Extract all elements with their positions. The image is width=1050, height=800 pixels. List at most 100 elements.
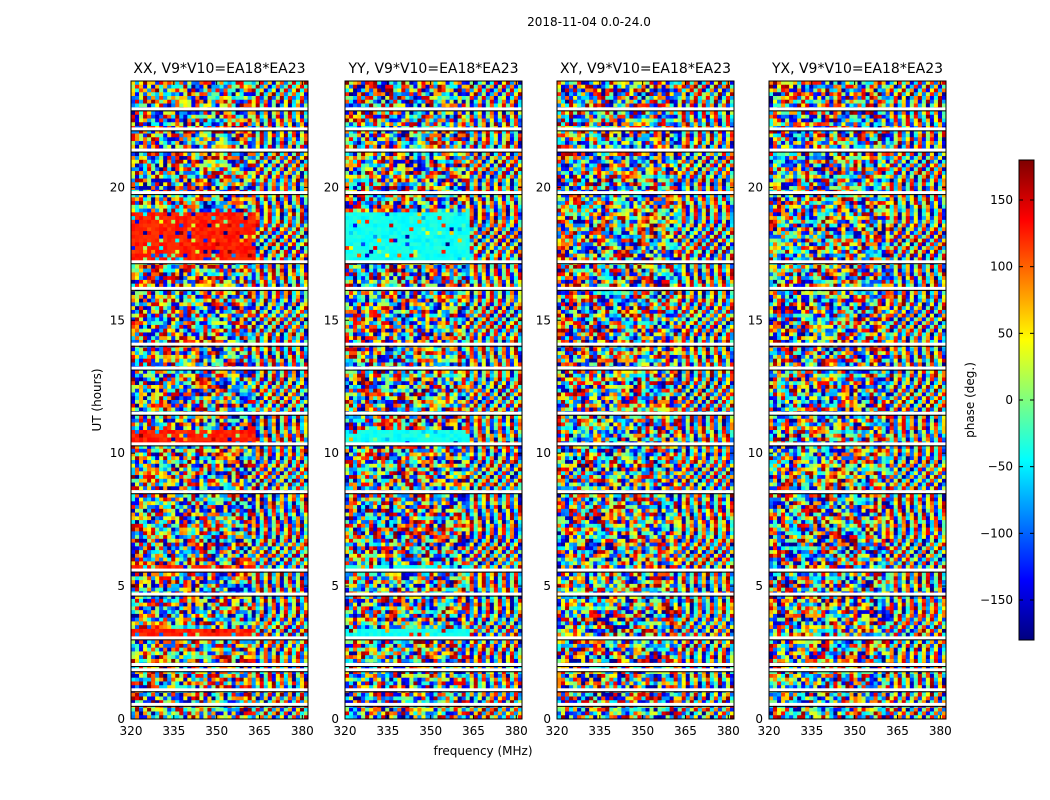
heatmap-cell: [283, 407, 289, 412]
heatmap-cell: [219, 347, 224, 352]
heatmap-cell: [199, 306, 204, 311]
heatmap-cell: [183, 201, 188, 206]
heatmap-cell: [219, 81, 224, 86]
heatmap-cell: [171, 279, 176, 285]
heatmap-cell: [183, 178, 188, 183]
heatmap-cell: [235, 306, 241, 311]
heatmap-cell: [183, 396, 188, 401]
heatmap-cell: [167, 197, 172, 202]
heatmap-cell: [267, 369, 273, 375]
heatmap-cell: [219, 111, 224, 116]
heatmap-cell: [187, 242, 192, 247]
heatmap-cell: [247, 238, 253, 243]
heatmap-cell: [135, 388, 140, 393]
heatmap-cell: [147, 257, 152, 262]
heatmap-cell: [191, 298, 196, 303]
heatmap-cell: [271, 171, 277, 176]
heatmap-cell: [247, 118, 253, 123]
heatmap-cell: [183, 422, 188, 427]
heatmap-cell: [283, 272, 289, 277]
heatmap-cell: [159, 324, 164, 330]
heatmap-cell: [227, 141, 232, 146]
heatmap-cell: [299, 354, 305, 360]
heatmap-cell: [163, 501, 168, 506]
heatmap-cell: [247, 197, 253, 202]
heatmap-cell: [299, 482, 305, 487]
heatmap-cell: [139, 445, 144, 450]
heatmap-cell: [255, 212, 261, 217]
heatmap-cell: [223, 201, 228, 206]
heatmap-cell: [179, 362, 184, 367]
heatmap-cell: [303, 471, 309, 476]
heatmap-cell: [191, 422, 196, 427]
heatmap-cell: [239, 362, 245, 367]
heatmap-cell: [163, 234, 168, 240]
heatmap-cell: [131, 294, 136, 300]
heatmap-cell: [195, 291, 200, 296]
heatmap-cell: [151, 156, 156, 161]
heatmap-cell: [155, 339, 160, 345]
heatmap-cell: [195, 156, 200, 161]
heatmap-cell: [195, 212, 200, 217]
heatmap-cell: [235, 456, 241, 461]
heatmap-cell: [263, 84, 269, 89]
heatmap-cell: [135, 328, 140, 333]
heatmap-cell: [303, 81, 309, 86]
heatmap-cell: [171, 99, 176, 104]
heatmap-cell: [295, 174, 301, 179]
heatmap-cell: [275, 174, 281, 179]
heatmap-cell: [195, 392, 200, 397]
heatmap-cell: [207, 384, 212, 390]
heatmap-cell: [183, 223, 188, 228]
heatmap-cell: [291, 242, 297, 247]
heatmap-cell: [303, 306, 309, 311]
heatmap-cell: [171, 186, 176, 191]
heatmap-cell: [239, 501, 245, 506]
heatmap-cell: [231, 324, 236, 330]
heatmap-cell: [303, 114, 309, 119]
heatmap-cell: [267, 482, 273, 487]
heatmap-cell: [183, 313, 188, 318]
heatmap-cell: [295, 445, 301, 450]
heatmap-cell: [211, 178, 216, 183]
heatmap-cell: [239, 268, 245, 273]
heatmap-cell: [215, 219, 220, 225]
heatmap-cell: [207, 212, 212, 217]
heatmap-cell: [239, 437, 245, 442]
heatmap-cell: [219, 452, 224, 457]
heatmap-cell: [219, 283, 224, 288]
heatmap-cell: [243, 92, 249, 97]
heatmap-cell: [215, 186, 220, 191]
heatmap-cell: [215, 242, 220, 247]
heatmap-cell: [299, 227, 305, 232]
heatmap-cell: [295, 264, 301, 270]
heatmap-cell: [195, 231, 200, 236]
heatmap-cell: [251, 448, 257, 453]
heatmap-cell: [263, 448, 269, 453]
heatmap-cell: [191, 332, 196, 337]
heatmap-cell: [259, 388, 265, 393]
heatmap-cell: [255, 430, 261, 435]
heatmap-cell: [163, 460, 168, 465]
heatmap-cell: [143, 493, 148, 498]
heatmap-cell: [195, 430, 200, 435]
heatmap-cell: [271, 152, 277, 157]
heatmap-cell: [195, 381, 200, 386]
heatmap-cell: [199, 174, 204, 179]
heatmap-cell: [163, 99, 168, 104]
heatmap-cell: [231, 208, 236, 213]
heatmap-cell: [199, 118, 204, 123]
heatmap-cell: [239, 253, 245, 258]
heatmap-cell: [271, 302, 277, 307]
heatmap-cell: [251, 388, 257, 393]
heatmap-cell: [279, 493, 285, 498]
heatmap-cell: [255, 92, 261, 97]
heatmap-cell: [255, 111, 261, 116]
heatmap-cell: [243, 309, 249, 315]
heatmap-cell: [179, 257, 184, 262]
heatmap-cell: [187, 321, 192, 326]
heatmap-cell: [139, 204, 144, 209]
heatmap-cell: [283, 400, 289, 405]
heatmap-cell: [179, 332, 184, 337]
heatmap-cell: [191, 283, 196, 288]
